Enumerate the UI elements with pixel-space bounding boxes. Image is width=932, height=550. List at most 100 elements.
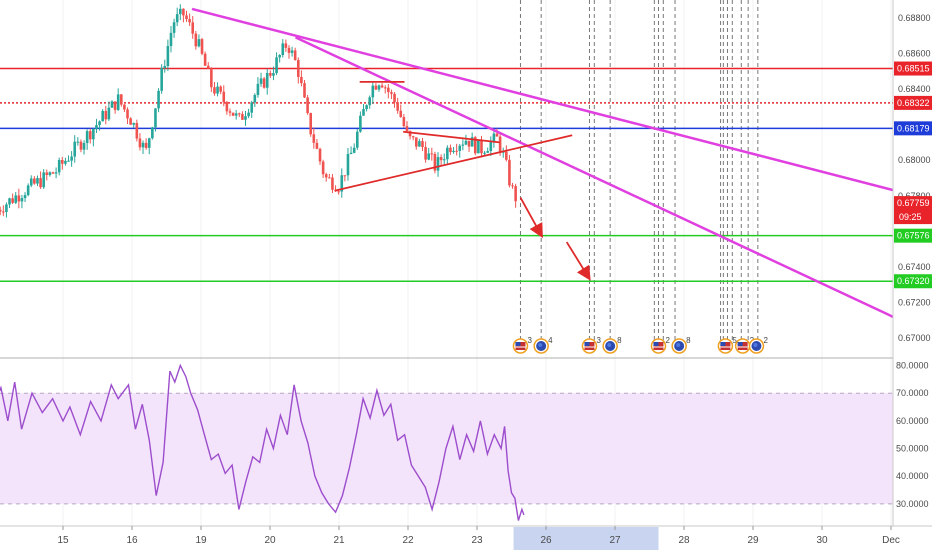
forecast-arrow[interactable] <box>519 197 543 239</box>
event-count: 4 <box>548 336 553 345</box>
candle-body <box>262 78 266 88</box>
price-tick-label: 0.67800 <box>898 191 931 201</box>
candle-body <box>76 141 80 143</box>
price-level-badge[interactable] <box>894 121 932 136</box>
trendline[interactable] <box>191 7 909 196</box>
us-flag-canton <box>720 342 726 346</box>
rsi-line[interactable] <box>0 363 525 521</box>
candle-body <box>505 151 508 160</box>
candle-body <box>315 142 319 149</box>
time-tick-label: 27 <box>609 535 621 546</box>
candle-body <box>411 136 415 138</box>
candle-body <box>449 147 452 153</box>
forecast-arrow[interactable] <box>565 241 591 281</box>
us-flag-event-icon[interactable]: 5 <box>717 336 737 354</box>
candle-body <box>272 73 275 76</box>
candle-body <box>421 141 424 148</box>
price-level-badge[interactable] <box>894 274 932 289</box>
trendline[interactable] <box>403 130 500 144</box>
candle-body <box>141 142 145 148</box>
candle-body <box>259 78 263 84</box>
time-tick-label: Dec <box>882 535 900 546</box>
candle-body <box>290 50 294 53</box>
price-level-badge-label: 0.68179 <box>897 123 930 133</box>
price-pane[interactable]: 343828522 <box>0 0 909 526</box>
candle-body <box>269 73 272 76</box>
candle-body <box>405 126 409 132</box>
candle-body <box>334 189 337 192</box>
candle-body <box>424 147 427 160</box>
price-level-badge[interactable] <box>894 61 932 76</box>
rsi-pane[interactable] <box>0 363 893 521</box>
candle-body <box>477 139 480 154</box>
trendline[interactable] <box>295 36 909 326</box>
candle-body <box>439 157 443 161</box>
candle-body <box>458 145 462 151</box>
time-tick-label: 26 <box>540 535 552 546</box>
time-tick-label: 29 <box>747 535 759 546</box>
candle-body <box>45 172 49 175</box>
price-level-badge-label: 0.68322 <box>897 98 930 108</box>
last-price-badge[interactable] <box>894 196 932 225</box>
candle-body <box>281 43 285 56</box>
candle-body <box>14 195 18 203</box>
candle-body <box>70 156 73 161</box>
rsi-tick-label: 50.0000 <box>896 444 929 454</box>
candle-body <box>95 125 98 129</box>
candle-body <box>231 112 235 116</box>
price-level-badge[interactable] <box>894 228 932 243</box>
candle-body <box>492 133 496 142</box>
globe-highlight <box>538 343 543 347</box>
candle-body <box>92 128 95 140</box>
globe-event-icon[interactable]: 8 <box>671 336 691 354</box>
candle-body <box>107 107 111 120</box>
candle-body <box>185 15 188 20</box>
trendline[interactable] <box>335 134 573 192</box>
us-flag-event-icon[interactable]: 3 <box>581 336 601 354</box>
globe-event-icon[interactable]: 4 <box>533 336 553 354</box>
candle-body <box>430 153 434 155</box>
candle-body <box>5 204 8 212</box>
candle-body <box>33 178 36 184</box>
candle-body <box>104 110 108 120</box>
us-flag-event-icon[interactable]: 2 <box>650 336 670 354</box>
candle-body <box>275 57 278 74</box>
candle-body <box>138 138 142 148</box>
candle-body <box>340 175 344 192</box>
candle-body <box>157 90 160 109</box>
candle-body <box>82 143 86 150</box>
candle-body <box>182 8 185 16</box>
globe-event-icon[interactable]: 8 <box>602 336 622 354</box>
candle-body <box>408 131 412 137</box>
price-level-badge[interactable] <box>894 95 932 110</box>
candle-body <box>284 43 288 48</box>
event-count: 2 <box>665 336 670 345</box>
candle-body <box>129 118 132 125</box>
globe-event-icon[interactable]: 2 <box>748 336 768 354</box>
candle-body <box>200 39 204 54</box>
candle-body <box>359 115 362 132</box>
candle-body <box>265 73 269 88</box>
candle-body <box>461 144 465 146</box>
candle-body <box>237 113 241 115</box>
time-tick-label: 15 <box>57 535 69 546</box>
candle-body <box>73 141 77 157</box>
rsi-tick-label: 40.0000 <box>896 471 929 481</box>
candle-body <box>26 185 30 196</box>
us-flag-event-icon[interactable]: 3 <box>512 336 532 354</box>
candle-body <box>172 22 176 33</box>
time-axis-highlight[interactable] <box>513 527 659 550</box>
candle-body <box>309 113 313 135</box>
candle-body <box>489 141 493 152</box>
us-flag-event-icon[interactable]: 2 <box>734 336 755 354</box>
candle-body <box>126 109 129 119</box>
candle-body <box>318 148 322 162</box>
price-axis[interactable]: 0.68800 0.68600 0.68400 0.68000 0.67800 0.674… <box>892 0 932 550</box>
candle-body <box>113 101 117 110</box>
time-axis[interactable]: 15 16 19 20 21 22 23 26 27 28 29 30 Dec <box>0 525 932 550</box>
candle-body <box>452 150 455 153</box>
candle-body <box>29 178 33 186</box>
candle-body <box>278 55 281 58</box>
candle-body <box>188 19 191 23</box>
